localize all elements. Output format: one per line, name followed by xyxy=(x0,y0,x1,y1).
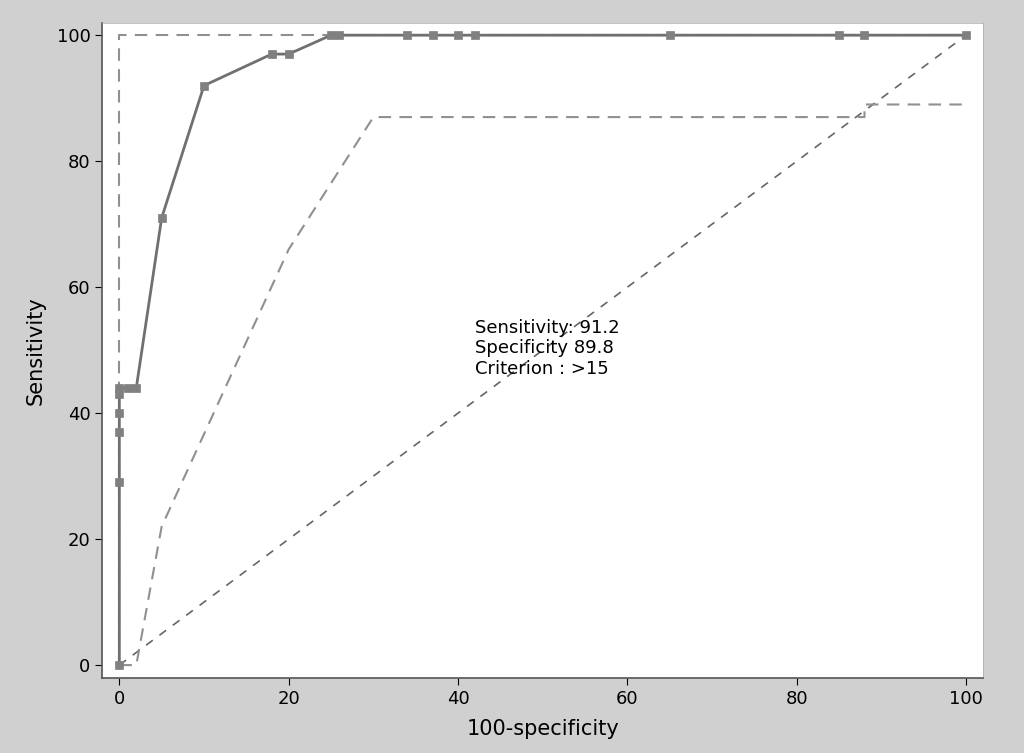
Y-axis label: Sensitivity: Sensitivity xyxy=(26,296,46,404)
X-axis label: 100-specificity: 100-specificity xyxy=(466,718,620,739)
Text: Sensitivity: 91.2
Specificity 89.8
Criterion : >15: Sensitivity: 91.2 Specificity 89.8 Crite… xyxy=(475,319,620,378)
